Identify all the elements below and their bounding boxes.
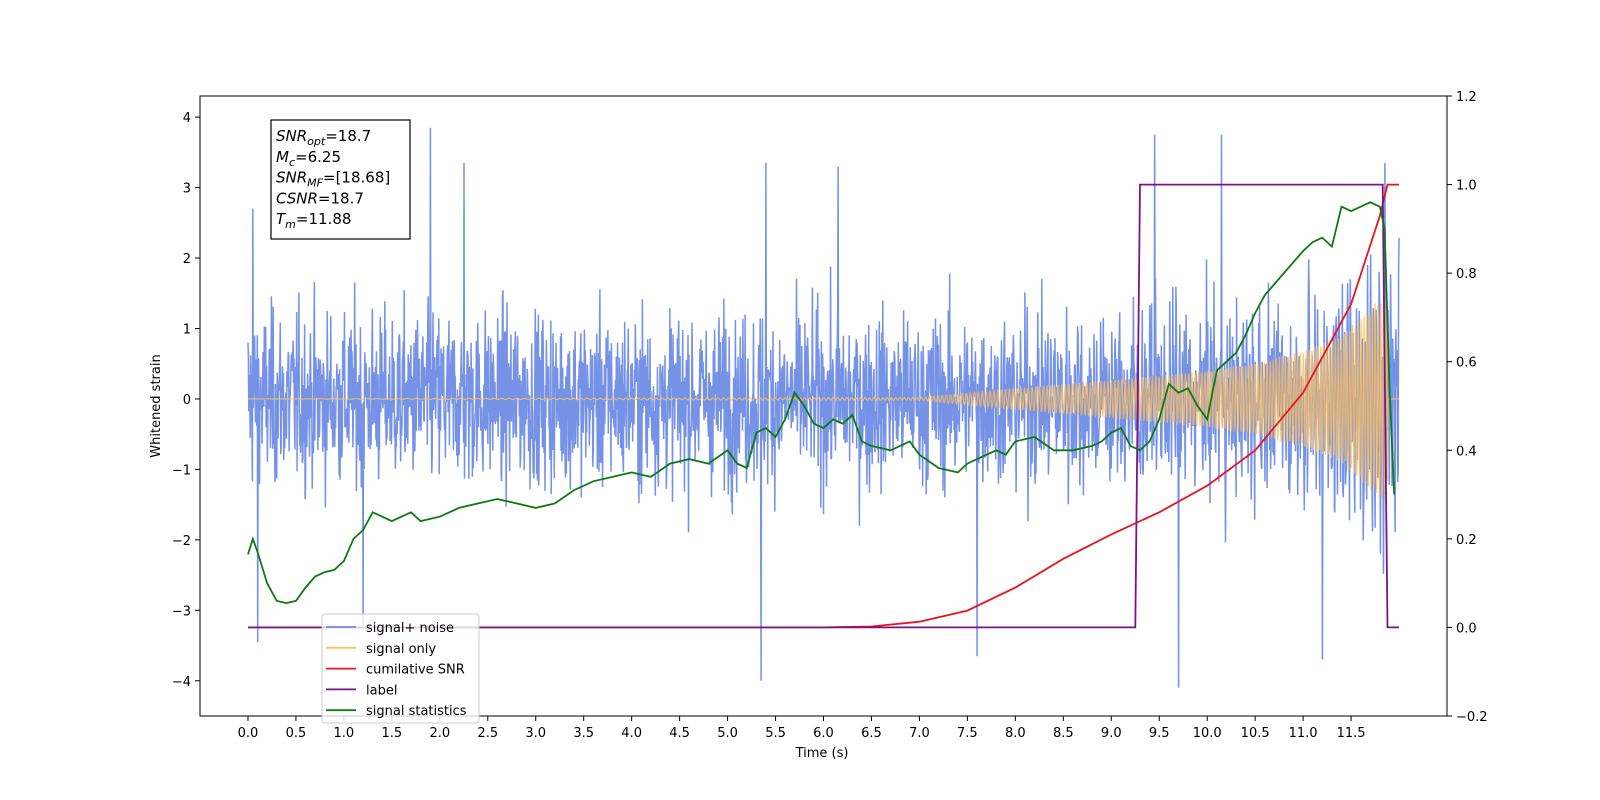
y-tick-label: −4 <box>172 675 191 690</box>
x-tick-label: 6.0 <box>813 726 834 741</box>
series-signal-only-line <box>248 295 1399 499</box>
y-tick-label: −2 <box>172 534 191 549</box>
x-tick-label: 4.5 <box>669 726 690 741</box>
annotation-line: SNRopt=18.7 <box>276 127 371 148</box>
y-axis-label: Whitened strain <box>149 354 164 457</box>
x-tick-label: 2.5 <box>477 726 498 741</box>
x-axis-label: Time (s) <box>795 746 849 761</box>
y2-tick-label: −0.2 <box>1456 710 1488 725</box>
y2-tick-label: 0.6 <box>1456 356 1477 371</box>
y-tick-label: −3 <box>172 604 191 619</box>
x-tick-label: 1.5 <box>382 726 403 741</box>
x-tick-label: 0.0 <box>238 726 259 741</box>
y-tick-label: 4 <box>183 111 191 126</box>
x-tick-label: 10.5 <box>1241 726 1270 741</box>
x-tick-label: 2.0 <box>429 726 450 741</box>
series-layer <box>247 127 1400 688</box>
x-tick-label: 5.5 <box>765 726 786 741</box>
annotation-box: SNRopt=18.7Mc=6.25SNRMF=[18.68]CSNR=18.7… <box>270 119 411 240</box>
x-tick-label: 7.5 <box>957 726 978 741</box>
annotation-line: SNRMF=[18.68] <box>276 169 390 190</box>
y2-tick-label: 0.0 <box>1456 621 1477 636</box>
y2-tick-label: 0.2 <box>1456 533 1477 548</box>
legend-label-signal-noise: signal+ noise <box>366 621 454 636</box>
y-axis-right: 1.2 1.0 0.8 0.6 0.4 0.2 0.0 −0.2 <box>1447 90 1488 725</box>
y2-tick-label: 1.0 <box>1456 179 1477 194</box>
x-tick-label: 3.0 <box>525 726 546 741</box>
x-tick-label: 5.0 <box>717 726 738 741</box>
x-tick-label: 4.0 <box>621 726 642 741</box>
series-signal-statistics-line <box>247 201 1396 605</box>
y2-tick-label: 0.4 <box>1456 444 1477 459</box>
x-tick-label: 10.0 <box>1193 726 1222 741</box>
x-axis: 0.0 0.5 1.0 1.5 2.0 2.5 3.0 3.5 4.0 4.5 5.0 5.5 6.0 6… <box>238 716 1366 741</box>
legend-frame <box>321 613 480 724</box>
x-tick-label: 11.0 <box>1289 726 1318 741</box>
y-tick-label: 2 <box>183 252 191 267</box>
y-axis-left: 4 3 2 1 0 −1 −2 −3 −4 <box>172 111 200 690</box>
x-tick-label: 8.0 <box>1005 726 1026 741</box>
annotation-line: CSNR=18.7 <box>276 189 364 207</box>
x-tick-label: 8.5 <box>1053 726 1074 741</box>
x-tick-label: 9.0 <box>1101 726 1122 741</box>
y-tick-label: 1 <box>183 323 191 338</box>
legend-label-signal-only: signal only <box>366 642 436 657</box>
y-tick-label: −1 <box>172 463 191 478</box>
series-label-line <box>248 183 1399 629</box>
y2-tick-label: 0.8 <box>1456 267 1477 282</box>
annotation-line: Tm=11.88 <box>276 210 351 231</box>
x-tick-label: 0.5 <box>286 726 307 741</box>
x-tick-label: 3.5 <box>573 726 594 741</box>
y-tick-label: 3 <box>183 182 191 197</box>
x-tick-label: 1.0 <box>334 726 355 741</box>
x-tick-label: 7.0 <box>909 726 930 741</box>
annotation-frame <box>270 119 411 240</box>
series-cumilative-snr-line <box>248 183 1399 629</box>
legend-label-cumilative-snr: cumilative SNR <box>366 663 465 678</box>
legend-label-signal-statistics: signal statistics <box>366 704 467 719</box>
x-tick-label: 6.5 <box>861 726 882 741</box>
series-signal-noise-line <box>247 127 1400 688</box>
x-tick-label: 9.5 <box>1149 726 1170 741</box>
legend: signal+ noise signal only cumilative SNR la… <box>321 613 480 724</box>
y2-tick-label: 1.2 <box>1456 90 1477 105</box>
y-tick-label: 0 <box>183 393 191 408</box>
annotation-line: Mc=6.25 <box>276 148 341 169</box>
x-tick-label: 11.5 <box>1337 726 1366 741</box>
legend-label-label: label <box>366 683 397 698</box>
